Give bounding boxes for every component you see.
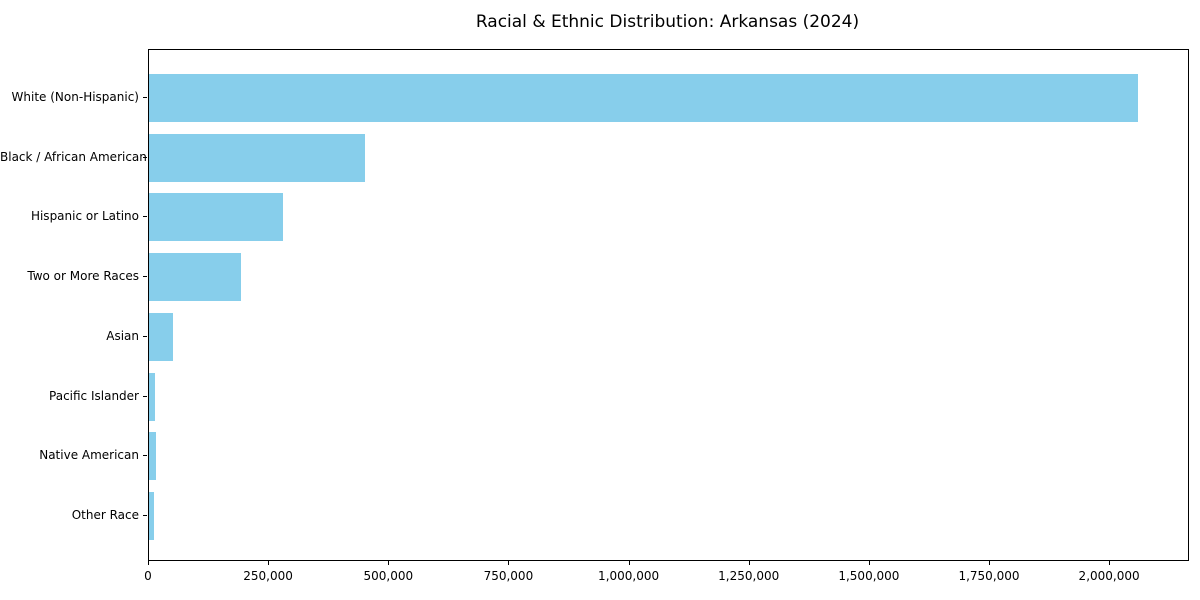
x-tick bbox=[989, 561, 990, 565]
y-tick-label: Hispanic or Latino bbox=[30, 209, 139, 224]
y-tick bbox=[143, 276, 147, 278]
x-tick bbox=[868, 561, 870, 565]
y-tick bbox=[143, 395, 147, 397]
bar-other-race bbox=[149, 491, 154, 540]
x-tick bbox=[1109, 561, 1111, 565]
x-tick-label: 500,000 bbox=[363, 569, 414, 583]
x-tick-label: 1,250,000 bbox=[718, 569, 780, 583]
y-tick-label: Native American bbox=[39, 448, 139, 463]
x-tick-label: 1,500,000 bbox=[838, 569, 900, 583]
chart-title: Racial & Ethnic Distribution: Arkansas (… bbox=[475, 12, 860, 32]
y-tick-label: Other Race bbox=[71, 507, 139, 522]
x-tick bbox=[388, 561, 390, 565]
x-tick bbox=[508, 561, 510, 565]
y-tick-label: Two or More Races bbox=[27, 269, 139, 284]
y-tick bbox=[143, 216, 147, 218]
bar-native-american bbox=[149, 432, 156, 481]
y-tick bbox=[143, 97, 147, 98]
bar-pacific-islander bbox=[149, 372, 155, 421]
bar-hispanic-or-latino bbox=[149, 193, 284, 242]
y-tick-label: White (Non-Hispanic) bbox=[11, 90, 139, 104]
x-tick-label: 1,750,000 bbox=[958, 569, 1020, 583]
x-tick-label: 750,000 bbox=[483, 569, 534, 583]
x-tick-label: 2,000,000 bbox=[1078, 569, 1140, 583]
x-tick bbox=[148, 561, 149, 565]
x-tick-label: 0 bbox=[144, 569, 152, 583]
x-tick-label: 1,000,000 bbox=[598, 569, 660, 583]
y-tick bbox=[143, 455, 147, 457]
plot-area bbox=[148, 49, 1189, 561]
bar-two-or-more-races bbox=[149, 253, 242, 302]
y-tick bbox=[143, 335, 147, 337]
x-tick bbox=[748, 561, 750, 565]
x-tick-label: 250,000 bbox=[243, 569, 293, 583]
y-tick bbox=[143, 156, 147, 158]
x-tick bbox=[268, 561, 270, 565]
y-tick bbox=[143, 514, 147, 516]
y-tick-label: Black / African American bbox=[0, 149, 147, 164]
y-tick-label: Asian bbox=[106, 328, 139, 343]
bar-white-non-hispanic bbox=[149, 74, 1138, 122]
y-tick-label: Pacific Islander bbox=[49, 388, 139, 403]
bar-asian bbox=[149, 312, 173, 361]
bar-black-african-american bbox=[149, 133, 365, 182]
x-tick bbox=[628, 561, 630, 565]
